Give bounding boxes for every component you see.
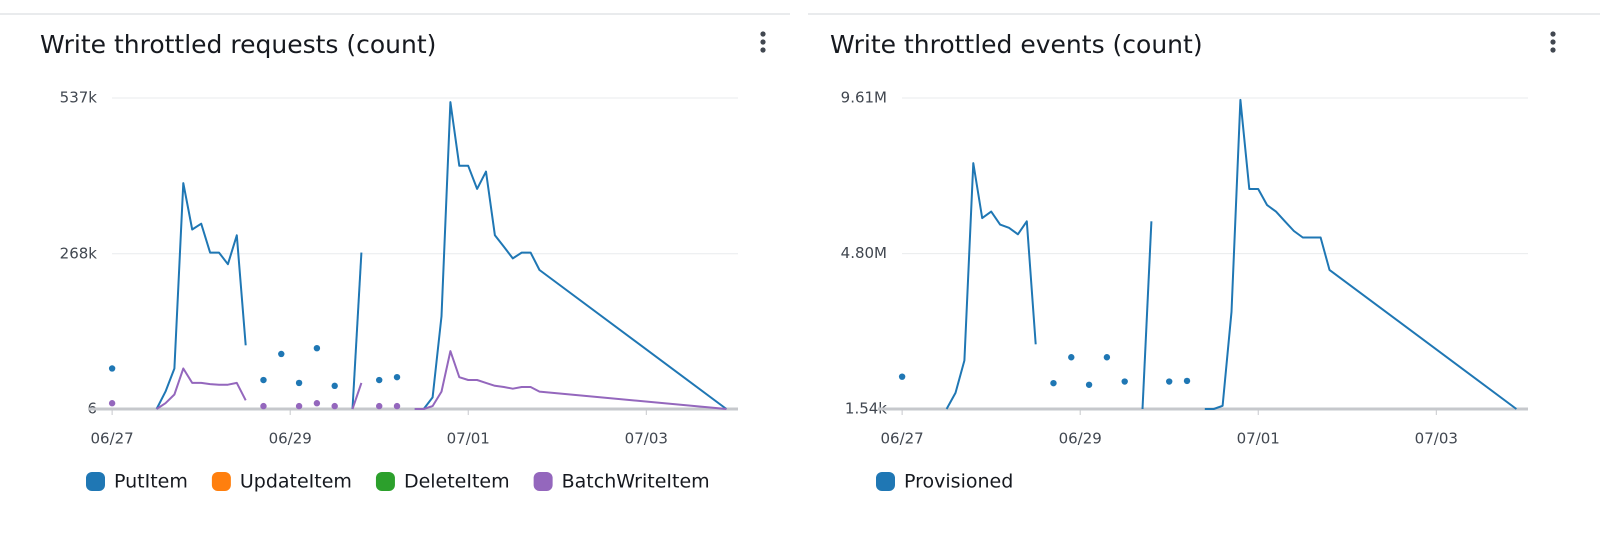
data-point bbox=[376, 376, 383, 384]
data-point bbox=[376, 402, 383, 410]
legend-item[interactable]: DeleteItem bbox=[375, 471, 510, 493]
series-line bbox=[1204, 98, 1517, 410]
data-point bbox=[260, 402, 267, 410]
x-tick-label: 07/01 bbox=[447, 430, 490, 448]
legend-item[interactable]: PutItem bbox=[86, 471, 188, 493]
data-point bbox=[331, 382, 338, 390]
y-tick-label: 4.80M bbox=[841, 244, 887, 262]
legend-item[interactable]: BatchWriteItem bbox=[533, 471, 710, 493]
x-tick-label: 06/29 bbox=[1059, 430, 1102, 448]
legend-item[interactable]: Provisioned bbox=[876, 471, 1013, 493]
x-tick-label: 07/03 bbox=[625, 430, 668, 448]
data-point bbox=[295, 379, 303, 387]
series-line bbox=[155, 182, 247, 410]
data-point bbox=[108, 400, 116, 407]
y-tick-label: 9.61M bbox=[841, 89, 887, 107]
legend-label: DeleteItem bbox=[404, 471, 510, 493]
legend-swatch bbox=[86, 472, 105, 491]
series-line bbox=[414, 350, 727, 410]
data-point bbox=[331, 402, 338, 410]
series-line bbox=[351, 382, 363, 410]
data-point bbox=[898, 373, 906, 380]
x-tick-label: 06/27 bbox=[91, 430, 134, 448]
menu-button[interactable] bbox=[760, 31, 766, 53]
legend-label: UpdateItem bbox=[240, 471, 352, 493]
legend-label: PutItem bbox=[114, 471, 188, 493]
legend-swatch bbox=[533, 472, 553, 491]
data-point bbox=[260, 376, 267, 384]
data-point bbox=[393, 373, 401, 381]
x-tick-label: 07/03 bbox=[1415, 430, 1458, 448]
legend-item[interactable]: UpdateItem bbox=[211, 471, 352, 493]
chart-title: Write throttled events (count) bbox=[830, 30, 1203, 59]
data-point bbox=[1085, 381, 1093, 388]
legend-swatch bbox=[211, 472, 231, 491]
data-point bbox=[1050, 379, 1057, 387]
data-point bbox=[1121, 378, 1128, 385]
legend-label: BatchWriteItem bbox=[562, 471, 710, 493]
data-point bbox=[393, 402, 401, 410]
data-point bbox=[278, 350, 285, 358]
menu-button[interactable] bbox=[1550, 31, 1556, 53]
series-line bbox=[414, 101, 727, 410]
legend-label: Provisioned bbox=[904, 471, 1013, 493]
y-tick-label: 268k bbox=[60, 244, 98, 262]
x-tick-label: 07/01 bbox=[1237, 430, 1280, 448]
series-line bbox=[945, 162, 1037, 410]
data-point bbox=[1183, 377, 1191, 385]
data-point bbox=[108, 365, 116, 372]
x-tick-label: 06/27 bbox=[881, 430, 924, 448]
legend-swatch bbox=[876, 472, 895, 491]
legend-swatch bbox=[375, 472, 395, 491]
data-point bbox=[295, 402, 303, 410]
series-line bbox=[351, 252, 363, 410]
y-tick-label: 537k bbox=[60, 89, 98, 107]
data-point bbox=[313, 400, 321, 407]
data-point bbox=[1103, 354, 1111, 361]
series-line bbox=[1141, 221, 1153, 410]
data-point bbox=[1068, 354, 1075, 361]
data-point bbox=[1166, 378, 1173, 385]
y-tick-label: 1.54k bbox=[845, 400, 887, 418]
data-point bbox=[313, 344, 321, 352]
series-line bbox=[156, 367, 247, 410]
x-tick-label: 06/29 bbox=[269, 430, 312, 448]
chart-title: Write throttled requests (count) bbox=[40, 30, 436, 59]
